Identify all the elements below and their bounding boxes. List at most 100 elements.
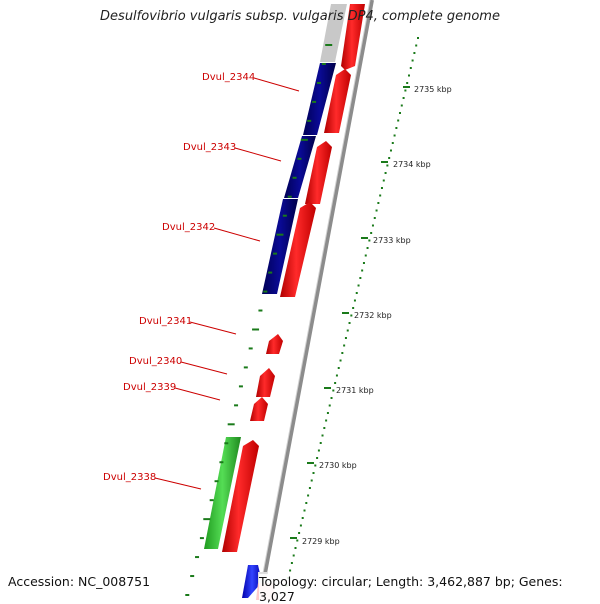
scale-dot: [292, 554, 295, 557]
scale-dot: [404, 89, 407, 92]
scale-dot: [294, 547, 297, 549]
scale-dot: [391, 142, 394, 144]
red-feature-dvul-2344: [324, 69, 351, 133]
scale-dot: [326, 412, 329, 414]
scale-dot: [321, 434, 324, 437]
genome-backbone-highlight: [257, 0, 371, 600]
scale-dot: [379, 194, 382, 197]
red-feature-dvul-2341: [266, 334, 283, 354]
scale-dot: [362, 262, 365, 264]
leader-line-dvul-2340: [180, 361, 228, 375]
scale-dot: [316, 457, 319, 459]
scale-label-2730: 2730 kbp: [319, 461, 357, 470]
scale-dot: [400, 104, 403, 107]
scale-dot: [337, 367, 340, 369]
scale-dot: [417, 37, 419, 39]
scale-dot: [411, 59, 414, 62]
scale-dots: [283, 37, 419, 594]
scale-dot: [346, 329, 349, 332]
accession-label: Accession: NC_008751: [8, 574, 151, 589]
scale-dot: [388, 157, 391, 159]
leader-line-dvul-2338: [154, 477, 202, 490]
leader-line-dvul-2341: [189, 321, 237, 335]
partial-feature-grey: [320, 4, 347, 62]
scale-dot: [332, 389, 335, 392]
scale-dot: [303, 509, 306, 512]
scale-label-2732: 2732 kbp: [354, 311, 392, 320]
genome-backbone: [258, 0, 374, 600]
scale-dot: [289, 569, 292, 572]
scale-dot: [413, 52, 416, 54]
scale-dot: [382, 179, 385, 182]
scale-dot: [290, 562, 293, 564]
red-feature-dvul-2342: [280, 202, 316, 297]
leader-line-dvul-2342: [213, 227, 261, 242]
blue-feature-bottom: [242, 565, 262, 598]
scale-dot: [406, 82, 409, 84]
scale-dot: [393, 134, 396, 137]
gene-label-dvul-2342[interactable]: Dvul_2342: [162, 222, 215, 233]
scale-dot: [298, 532, 301, 534]
scale-label-2729: 2729 kbp: [302, 537, 340, 546]
scale-dot: [395, 127, 398, 129]
blue-feature-dvul-2342: [262, 199, 298, 294]
scale-dot: [350, 314, 353, 317]
scale-label-2735: 2735 kbp: [414, 85, 452, 94]
scale-dot: [330, 397, 333, 399]
scale-dot: [314, 464, 317, 467]
scale-dot: [308, 487, 311, 489]
scale-dot: [325, 419, 328, 422]
red-feature-dvul-2340: [256, 368, 275, 397]
red-feature-dvul-2339: [250, 397, 268, 421]
scale-dot: [352, 307, 355, 309]
leader-line-dvul-2343: [234, 147, 282, 162]
gene-label-dvul-2341[interactable]: Dvul_2341: [139, 316, 192, 327]
scale-dot: [348, 322, 351, 324]
gene-label-dvul-2339[interactable]: Dvul_2339: [123, 382, 176, 393]
scale-labels: 2735 kbp 2734 kbp 2733 kbp 2732 kbp 2731…: [290, 85, 452, 546]
leader-line-dvul-2344: [253, 77, 300, 92]
scale-dot: [299, 524, 302, 527]
scale-dot: [373, 217, 376, 219]
gene-label-dvul-2340[interactable]: Dvul_2340: [129, 356, 182, 367]
red-feature-dvul-2343: [305, 141, 332, 204]
gene-label-dvul-2343[interactable]: Dvul_2343: [183, 142, 236, 153]
genome-title: Desulfovibrio vulgaris subsp. vulgaris D…: [100, 9, 500, 24]
scale-dot: [389, 149, 392, 152]
scale-dot: [343, 344, 346, 347]
scale-dot: [409, 67, 412, 69]
scale-dot: [371, 224, 374, 227]
scale-dot: [341, 352, 344, 354]
scale-dot: [301, 517, 304, 519]
scale-dot: [335, 374, 338, 377]
scale-dot: [380, 187, 383, 189]
scale-dot: [368, 239, 371, 242]
scale-dot: [339, 359, 342, 362]
scale-dot: [305, 502, 308, 504]
gene-label-dvul-2344[interactable]: Dvul_2344: [202, 72, 255, 83]
partial-feature-red-top: [341, 4, 365, 70]
scale-dot: [312, 472, 315, 474]
scale-dot: [364, 254, 367, 257]
scale-dot: [402, 97, 405, 99]
scale-dot: [328, 404, 331, 407]
scale-label-2734: 2734 kbp: [393, 160, 431, 169]
gene-label-dvul-2338[interactable]: Dvul_2338: [103, 472, 156, 483]
scale-dot: [355, 292, 358, 294]
scale-dot: [407, 74, 410, 77]
scale-dot: [375, 209, 378, 212]
scale-dot: [334, 382, 337, 384]
scale-dot: [398, 112, 401, 114]
red-feature-dvul-2338: [222, 440, 259, 552]
scale-dot: [319, 442, 322, 444]
scale-dot: [344, 337, 347, 339]
scale-dot: [296, 539, 299, 542]
scale-label-2733: 2733 kbp: [373, 236, 411, 245]
scale-label-2731: 2731 kbp: [336, 386, 374, 395]
inner-tick-marks: [185, 44, 333, 596]
leader-line-dvul-2339: [174, 387, 221, 401]
scale-dot: [361, 269, 364, 272]
topology-label: Topology: circular; Length: 3,462,887 bp…: [259, 574, 600, 604]
scale-dot: [317, 449, 320, 452]
